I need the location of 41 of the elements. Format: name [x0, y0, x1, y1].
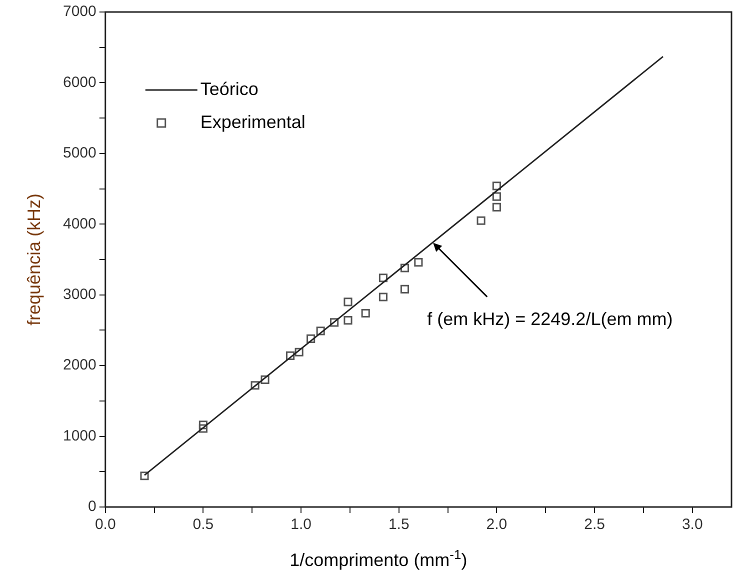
y-tick-label: 6000	[62, 74, 96, 91]
point	[198, 424, 208, 433]
point	[250, 381, 260, 390]
point	[198, 420, 208, 430]
point	[378, 292, 388, 302]
point	[260, 375, 270, 384]
point	[414, 258, 423, 267]
y-tick-label: 2000	[62, 356, 96, 374]
point	[140, 472, 149, 480]
x-tick-label: 1.5	[388, 516, 410, 534]
point	[492, 192, 501, 201]
y-tick-label: 0	[88, 498, 96, 516]
legend-label: Teórico	[200, 78, 258, 99]
annotation: f (em kHz) = 2249.2/L(em mm)	[427, 308, 673, 329]
point	[378, 274, 388, 282]
point	[400, 284, 410, 294]
y-axis-title: frequência (kHz)	[24, 193, 44, 326]
point	[344, 298, 352, 306]
y-tick-label: 5000	[62, 144, 96, 162]
point	[400, 264, 410, 272]
point	[361, 308, 370, 318]
point	[492, 202, 501, 212]
legend-label: Experimental	[200, 112, 306, 132]
x-tick-label: 2.0	[486, 516, 508, 534]
point	[306, 334, 316, 343]
point	[344, 316, 352, 325]
point	[286, 351, 295, 360]
point	[492, 182, 501, 190]
y-tick-label: 7000	[62, 3, 96, 20]
x-tick-label: 0.0	[94, 516, 116, 534]
y-tick-label: 4000	[62, 215, 96, 232]
point	[330, 318, 339, 327]
point	[294, 348, 304, 356]
x-tick-label: 2.5	[584, 516, 605, 534]
x-tick-label: 0.5	[192, 516, 214, 534]
y-tick-label: 1000	[62, 427, 96, 444]
y-tick-label: 3000	[62, 286, 96, 303]
point	[476, 216, 486, 225]
x-tick-label: 1.0	[290, 516, 312, 534]
x-tick-label: 3.0	[682, 516, 703, 534]
point	[316, 326, 325, 336]
